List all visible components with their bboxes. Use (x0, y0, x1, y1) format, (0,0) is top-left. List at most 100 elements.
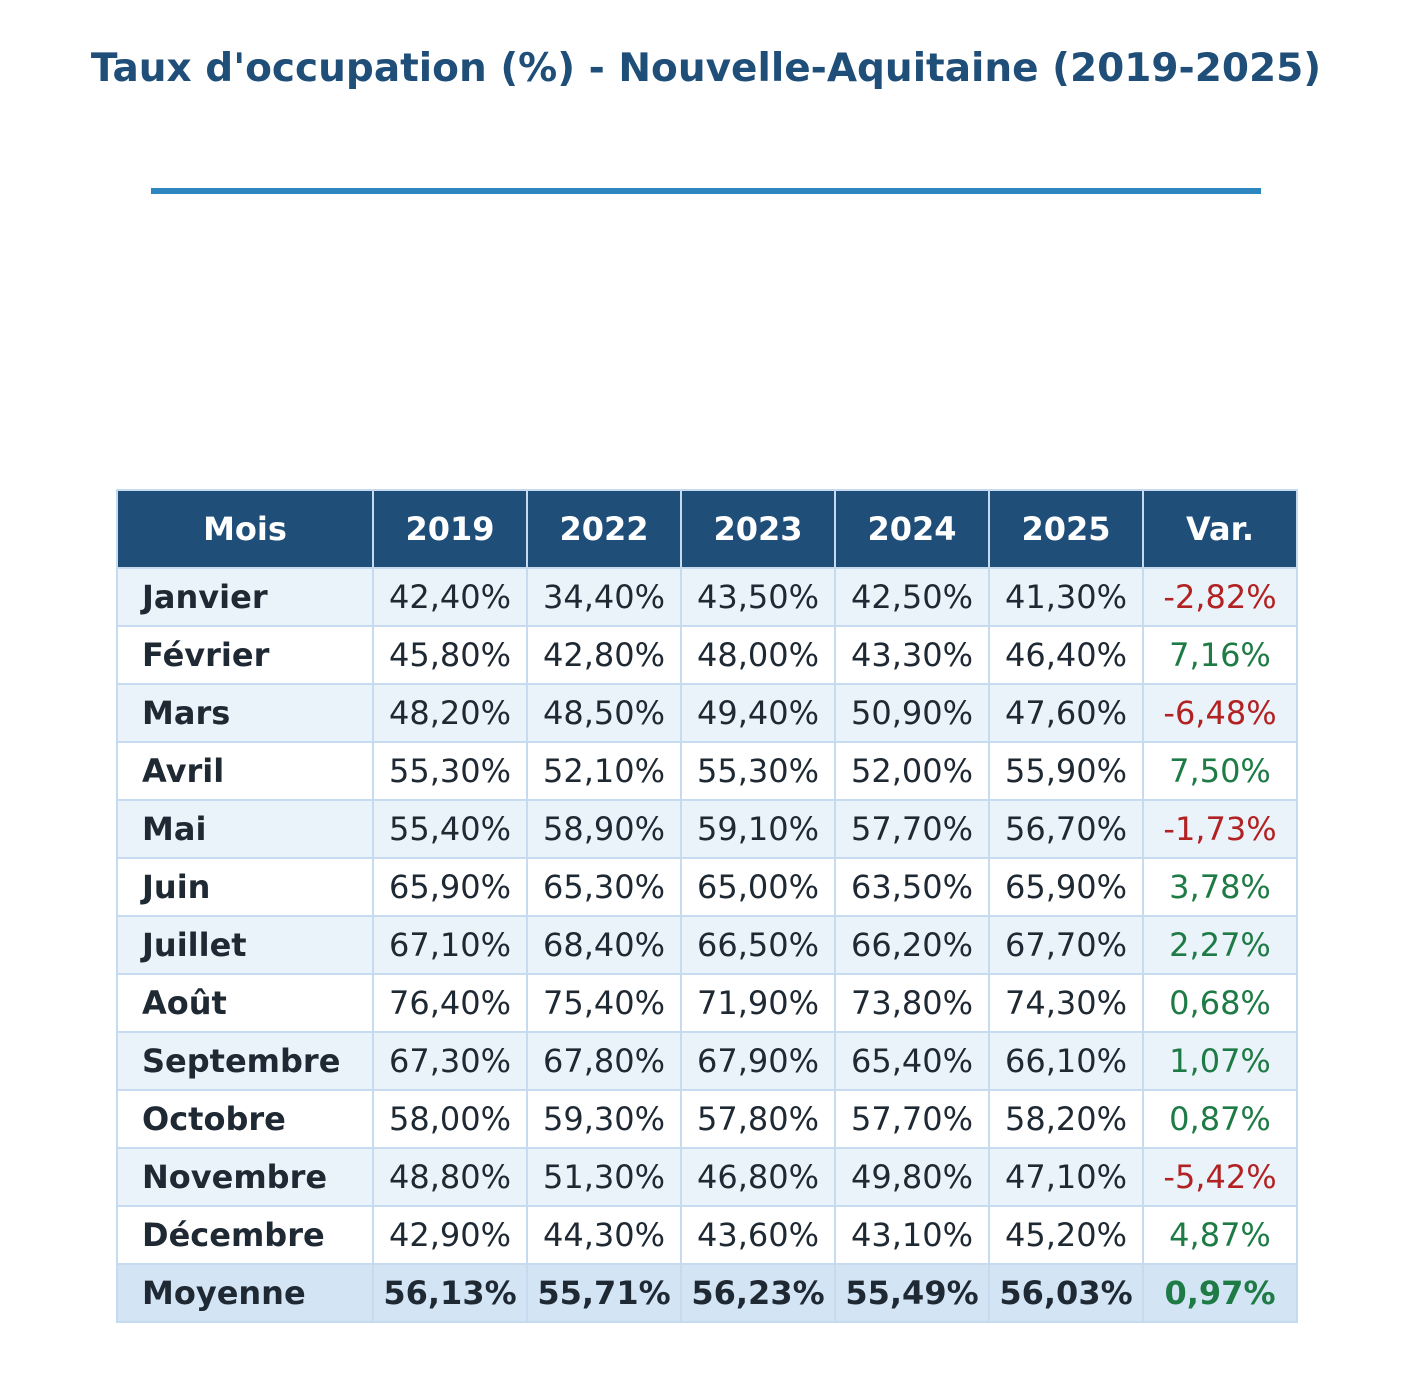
value-cell: 65,90% (988, 857, 1144, 917)
month-label: Octobre (116, 1089, 374, 1149)
value-cell: 42,50% (834, 567, 990, 627)
value-cell: 52,10% (526, 741, 682, 801)
value-cell: 57,70% (834, 1089, 990, 1149)
variation-cell: 4,87% (1142, 1205, 1298, 1265)
column-header: 2019 (372, 489, 528, 569)
value-cell: 48,00% (680, 625, 836, 685)
column-header: 2022 (526, 489, 682, 569)
month-label: Août (116, 973, 374, 1033)
value-cell: 56,70% (988, 799, 1144, 859)
value-cell: 43,50% (680, 567, 836, 627)
month-label: Janvier (116, 567, 374, 627)
value-cell: 71,90% (680, 973, 836, 1033)
value-cell: 43,10% (834, 1205, 990, 1265)
month-label: Juillet (116, 915, 374, 975)
average-value-cell: 56,23% (680, 1263, 836, 1323)
month-label: Mars (116, 683, 374, 743)
variation-cell: 0,68% (1142, 973, 1298, 1033)
variation-cell: -5,42% (1142, 1147, 1298, 1207)
value-cell: 74,30% (988, 973, 1144, 1033)
value-cell: 63,50% (834, 857, 990, 917)
variation-cell: 1,07% (1142, 1031, 1298, 1091)
value-cell: 65,30% (526, 857, 682, 917)
value-cell: 55,90% (988, 741, 1144, 801)
variation-cell: -1,73% (1142, 799, 1298, 859)
value-cell: 48,20% (372, 683, 528, 743)
column-header: 2023 (680, 489, 836, 569)
value-cell: 65,90% (372, 857, 528, 917)
table-row: Novembre 48,80% 51,30% 46,80% 49,80% 47,10% -5… (116, 1147, 1298, 1207)
average-variation-cell: 0,97% (1142, 1263, 1298, 1323)
month-label: Juin (116, 857, 374, 917)
value-cell: 52,00% (834, 741, 990, 801)
value-cell: 51,30% (526, 1147, 682, 1207)
value-cell: 57,80% (680, 1089, 836, 1149)
table-row: Avril 55,30% 52,10% 55,30% 52,00% 55,90% 7,50% (116, 741, 1298, 801)
value-cell: 76,40% (372, 973, 528, 1033)
variation-cell: -2,82% (1142, 567, 1298, 627)
value-cell: 58,00% (372, 1089, 528, 1149)
table-row: Décembre 42,90% 44,30% 43,60% 43,10% 45,20% 4,… (116, 1205, 1298, 1265)
value-cell: 55,30% (680, 741, 836, 801)
value-cell: 59,10% (680, 799, 836, 859)
value-cell: 67,30% (372, 1031, 528, 1091)
table-row: Mai 55,40% 58,90% 59,10% 57,70% 56,70% -1,73% (116, 799, 1298, 859)
column-header: Var. (1142, 489, 1298, 569)
value-cell: 48,80% (372, 1147, 528, 1207)
value-cell: 48,50% (526, 683, 682, 743)
value-cell: 59,30% (526, 1089, 682, 1149)
variation-cell: -6,48% (1142, 683, 1298, 743)
value-cell: 58,90% (526, 799, 682, 859)
variation-cell: 0,87% (1142, 1089, 1298, 1149)
value-cell: 57,70% (834, 799, 990, 859)
value-cell: 66,20% (834, 915, 990, 975)
value-cell: 44,30% (526, 1205, 682, 1265)
page-title: Taux d'occupation (%) - Nouvelle-Aquitai… (90, 46, 1322, 91)
value-cell: 65,40% (834, 1031, 990, 1091)
table-row: Septembre 67,30% 67,80% 67,90% 65,40% 66,10% 1… (116, 1031, 1298, 1091)
month-label: Avril (116, 741, 374, 801)
value-cell: 45,20% (988, 1205, 1144, 1265)
month-label: Décembre (116, 1205, 374, 1265)
value-cell: 42,40% (372, 567, 528, 627)
table-row: Juin 65,90% 65,30% 65,00% 63,50% 65,90% 3,78% (116, 857, 1298, 917)
month-label: Novembre (116, 1147, 374, 1207)
value-cell: 45,80% (372, 625, 528, 685)
month-label: Mai (116, 799, 374, 859)
value-cell: 46,80% (680, 1147, 836, 1207)
average-row: Moyenne 56,13% 55,71% 56,23% 55,49% 56,03% 0,9… (116, 1263, 1298, 1323)
value-cell: 75,40% (526, 973, 682, 1033)
value-cell: 65,00% (680, 857, 836, 917)
average-value-cell: 56,13% (372, 1263, 528, 1323)
variation-cell: 3,78% (1142, 857, 1298, 917)
average-label: Moyenne (116, 1263, 374, 1323)
table-row: Août 76,40% 75,40% 71,90% 73,80% 74,30% 0,68% (116, 973, 1298, 1033)
value-cell: 49,40% (680, 683, 836, 743)
value-cell: 55,40% (372, 799, 528, 859)
value-cell: 67,90% (680, 1031, 836, 1091)
variation-cell: 7,16% (1142, 625, 1298, 685)
value-cell: 73,80% (834, 973, 990, 1033)
title-underline (151, 188, 1261, 194)
average-value-cell: 55,49% (834, 1263, 990, 1323)
table-row: Février 45,80% 42,80% 48,00% 43,30% 46,40% 7,1… (116, 625, 1298, 685)
month-label: Février (116, 625, 374, 685)
month-label: Septembre (116, 1031, 374, 1091)
value-cell: 47,10% (988, 1147, 1144, 1207)
value-cell: 67,80% (526, 1031, 682, 1091)
value-cell: 47,60% (988, 683, 1144, 743)
value-cell: 43,30% (834, 625, 990, 685)
value-cell: 42,80% (526, 625, 682, 685)
table-row: Janvier 42,40% 34,40% 43,50% 42,50% 41,30% -2,… (116, 567, 1298, 627)
table-row: Mars 48,20% 48,50% 49,40% 50,90% 47,60% -6,48% (116, 683, 1298, 743)
table-row: Juillet 67,10% 68,40% 66,50% 66,20% 67,70% 2,2… (116, 915, 1298, 975)
value-cell: 66,10% (988, 1031, 1144, 1091)
occupancy-table: Mois 2019 2022 2023 2024 2025 Var. Janvier 42,4… (116, 489, 1298, 1323)
value-cell: 43,60% (680, 1205, 836, 1265)
value-cell: 49,80% (834, 1147, 990, 1207)
average-value-cell: 55,71% (526, 1263, 682, 1323)
value-cell: 58,20% (988, 1089, 1144, 1149)
value-cell: 66,50% (680, 915, 836, 975)
value-cell: 67,70% (988, 915, 1144, 975)
variation-cell: 7,50% (1142, 741, 1298, 801)
